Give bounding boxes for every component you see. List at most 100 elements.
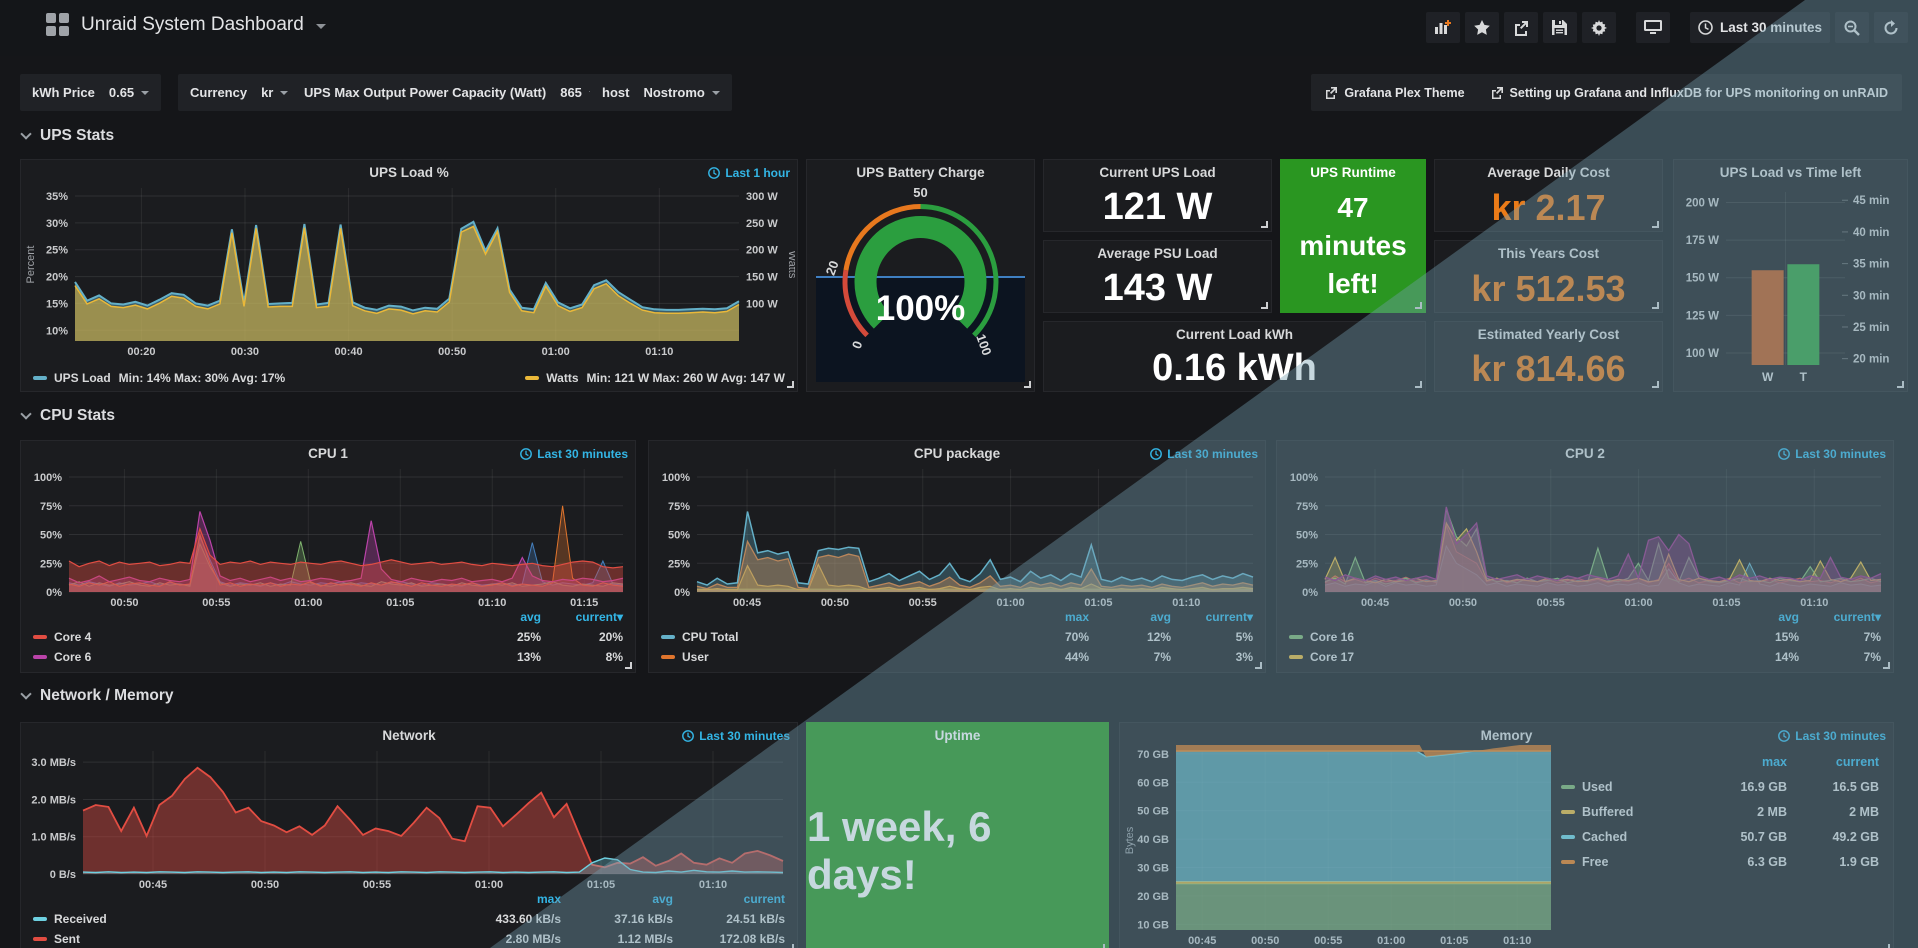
- legend-col-avg[interactable]: avg: [520, 610, 541, 624]
- cpu2-chart[interactable]: 100% 75% 50% 25% 0% 00:45 00:50 00:55 01:00 01:05…: [1279, 463, 1891, 610]
- network-chart[interactable]: 3.0 MB/s 2.0 MB/s 1.0 MB/s 0 B/s 00:45 00:50 0…: [23, 745, 795, 892]
- panel-resize-handle[interactable]: [1255, 662, 1262, 669]
- panel-resize-handle[interactable]: [1652, 221, 1659, 228]
- ups-load-vs-time-chart[interactable]: 200 W 175 W 150 W 125 W 100 W 45 min 40 min 35 …: [1676, 182, 1905, 385]
- star-button[interactable]: [1464, 12, 1499, 43]
- panel-title[interactable]: CPU 2: [1565, 446, 1605, 461]
- panel-title[interactable]: Current Load kWh: [1176, 327, 1293, 342]
- share-button[interactable]: [1503, 12, 1538, 43]
- link-grafana-plex-theme[interactable]: Grafana Plex Theme: [1325, 86, 1465, 100]
- legend-col-current[interactable]: current▾: [1205, 610, 1253, 624]
- title-dropdown-caret-icon[interactable]: [315, 23, 326, 29]
- variable-label: kWh Price: [32, 85, 95, 100]
- panel-resize-handle[interactable]: [1652, 381, 1659, 388]
- svg-text:150 W: 150 W: [1686, 273, 1719, 285]
- panel-resize-handle[interactable]: [1883, 662, 1890, 669]
- panel-resize-handle[interactable]: [1652, 302, 1659, 309]
- svg-text:50 GB: 50 GB: [1137, 806, 1169, 818]
- legend-col-current[interactable]: current: [743, 892, 785, 906]
- section-ups-stats[interactable]: UPS Stats: [20, 127, 114, 145]
- cpu1-chart[interactable]: 100% 75% 50% 25% 0% 00:50 00:55 01:00 01:05 01:10…: [23, 463, 633, 610]
- panel-resize-handle[interactable]: [1415, 302, 1422, 309]
- legend-col-max[interactable]: max: [1761, 754, 1787, 769]
- ups-load-chart[interactable]: 35% 300 W 30% 250 W 25% 200 W 20% 150 W 15% 100 W…: [23, 182, 798, 359]
- legend-col-current[interactable]: current: [1835, 754, 1879, 769]
- panel-resize-handle[interactable]: [1024, 381, 1031, 388]
- panel-title[interactable]: Current UPS Load: [1099, 165, 1216, 180]
- series-name[interactable]: Core 6: [54, 650, 92, 664]
- panel-title[interactable]: This Years Cost: [1497, 246, 1600, 261]
- refresh-button[interactable]: [1874, 12, 1908, 43]
- panel-title[interactable]: Average PSU Load: [1097, 246, 1218, 261]
- panel-resize-handle[interactable]: [625, 662, 632, 669]
- clock-icon: [1150, 448, 1163, 460]
- cpu-package-chart[interactable]: 100% 75% 50% 25% 0% 00:45 00:50 00:55 01:00 01:05…: [651, 463, 1263, 610]
- series-name[interactable]: Free: [1582, 854, 1609, 869]
- panel-resize-handle[interactable]: [1261, 221, 1268, 228]
- panel-timerange[interactable]: Last 1 hour: [708, 166, 790, 180]
- series-name[interactable]: UPS Load: [54, 371, 111, 385]
- panel-title[interactable]: Uptime: [934, 728, 981, 743]
- panel-timerange[interactable]: Last 30 minutes: [682, 729, 790, 743]
- panel-resize-handle[interactable]: [1261, 302, 1268, 309]
- panel-title[interactable]: Memory: [1480, 728, 1533, 743]
- panel-timerange[interactable]: Last 30 minutes: [1150, 447, 1258, 461]
- panel-resize-handle[interactable]: [1415, 381, 1422, 388]
- variable-value-dropdown[interactable]: Nostromo: [643, 85, 720, 100]
- panel-title[interactable]: UPS Load %: [369, 165, 449, 180]
- series-name[interactable]: Cached: [1582, 829, 1628, 844]
- svg-text:60 GB: 60 GB: [1137, 777, 1169, 789]
- series-name[interactable]: Used: [1582, 779, 1613, 794]
- time-range-picker[interactable]: Last 30 minutes: [1689, 12, 1830, 43]
- variable-value-dropdown[interactable]: kr: [261, 85, 289, 100]
- panel-timerange[interactable]: Last 30 minutes: [520, 447, 628, 461]
- tv-mode-button[interactable]: [1635, 12, 1670, 43]
- legend-col-current[interactable]: current▾: [1833, 610, 1881, 624]
- series-name[interactable]: Received: [54, 912, 107, 926]
- dashboard-title[interactable]: Unraid System Dashboard: [81, 13, 304, 35]
- series-name[interactable]: Core 17: [1310, 650, 1355, 664]
- panel-resize-handle[interactable]: [787, 381, 794, 388]
- legend-col-avg[interactable]: avg: [1150, 610, 1171, 624]
- apps-grid-icon[interactable]: [46, 13, 69, 36]
- section-network-memory[interactable]: Network / Memory: [20, 687, 174, 705]
- series-name[interactable]: Buffered: [1582, 804, 1634, 819]
- svg-text:Percent: Percent: [25, 246, 37, 284]
- legend-col-current[interactable]: current▾: [575, 610, 623, 624]
- panel-resize-handle[interactable]: [1897, 381, 1904, 388]
- section-cpu-stats[interactable]: CPU Stats: [20, 407, 115, 425]
- variable-value-dropdown[interactable]: 0.65: [109, 85, 150, 100]
- save-button[interactable]: [1542, 12, 1577, 43]
- panel-timerange[interactable]: Last 30 minutes: [1778, 447, 1886, 461]
- series-name[interactable]: Core 16: [1310, 630, 1355, 644]
- settings-button[interactable]: [1581, 12, 1616, 43]
- dashboard-links: Grafana Plex Theme Setting up Grafana an…: [1311, 74, 1902, 111]
- panel-resize-handle[interactable]: [1883, 944, 1890, 948]
- panel-title[interactable]: Network: [382, 728, 436, 743]
- svg-text:01:10: 01:10: [1503, 935, 1531, 947]
- panel-resize-handle[interactable]: [1098, 944, 1105, 948]
- series-name[interactable]: Sent: [54, 932, 81, 946]
- legend-col-max[interactable]: max: [536, 892, 561, 906]
- legend-col-avg[interactable]: avg: [1778, 610, 1799, 624]
- battery-gauge[interactable]: 0 20 50 100: [815, 185, 1026, 366]
- series-name[interactable]: User: [682, 650, 709, 664]
- series-name[interactable]: Watts: [546, 371, 579, 385]
- panel-title[interactable]: UPS Battery Charge: [856, 165, 985, 180]
- panel-title[interactable]: Estimated Yearly Cost: [1477, 327, 1620, 342]
- add-panel-button[interactable]: [1425, 12, 1460, 43]
- panel-title[interactable]: CPU 1: [308, 446, 348, 461]
- panel-title[interactable]: Average Daily Cost: [1487, 165, 1610, 180]
- series-name[interactable]: CPU Total: [682, 630, 739, 644]
- legend-col-max[interactable]: max: [1064, 610, 1089, 624]
- legend-col-avg[interactable]: avg: [652, 892, 673, 906]
- legend-value: 13%: [516, 650, 541, 664]
- series-name[interactable]: Core 4: [54, 630, 92, 644]
- panel-timerange[interactable]: Last 30 minutes: [1778, 729, 1886, 743]
- zoom-out-button[interactable]: [1835, 12, 1869, 43]
- link-ups-monitoring-guide[interactable]: Setting up Grafana and InfluxDB for UPS …: [1491, 86, 1888, 100]
- panel-title[interactable]: UPS Load vs Time left: [1719, 165, 1862, 180]
- panel-title[interactable]: CPU package: [913, 446, 1001, 461]
- panel-resize-handle[interactable]: [787, 944, 794, 948]
- panel-title[interactable]: UPS Runtime: [1310, 165, 1396, 180]
